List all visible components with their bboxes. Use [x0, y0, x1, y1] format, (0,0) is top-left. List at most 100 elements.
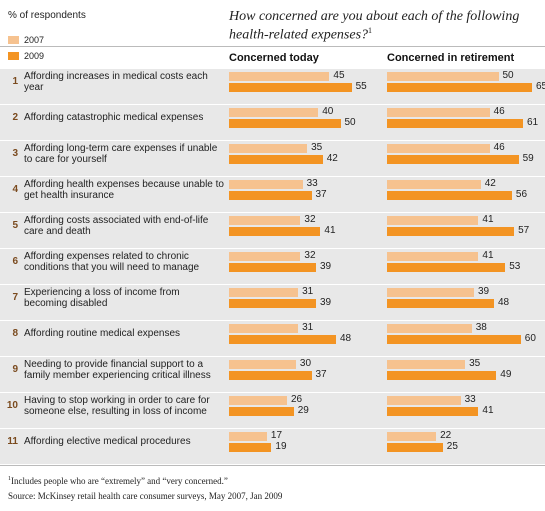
value-label-2007: 32 [304, 214, 316, 225]
value-label-2009: 48 [498, 297, 510, 308]
row-label: Affording increases in medical costs eac… [24, 71, 208, 93]
bar-2007 [387, 324, 472, 333]
bar-2009 [387, 155, 519, 164]
value-label-2007: 35 [311, 142, 323, 153]
bar-2007 [229, 360, 296, 369]
row-separator [0, 140, 545, 141]
bar-2007 [229, 252, 301, 261]
row-label: Having to stop working in order to care … [24, 395, 210, 417]
value-label-2009: 41 [482, 405, 494, 416]
bar-2009 [229, 191, 312, 200]
row-separator [0, 248, 545, 249]
bar-2007 [229, 216, 301, 225]
bar-2007 [387, 72, 499, 81]
row-number: 9 [12, 364, 18, 375]
bar-2009 [229, 227, 321, 236]
bar-2007 [229, 324, 299, 333]
bar-2009 [387, 407, 479, 416]
panel-heading-today: Concerned today [229, 52, 319, 64]
value-label-2007: 22 [440, 430, 452, 441]
value-label-2007: 50 [502, 70, 514, 81]
bar-2007 [229, 288, 299, 297]
bar-2007 [387, 432, 437, 441]
bar-2009 [229, 299, 316, 308]
legend-swatch-2007 [8, 36, 19, 44]
bar-2007 [387, 396, 461, 405]
row-separator [0, 284, 545, 285]
value-label-2009: 65 [536, 81, 545, 92]
value-label-2009: 50 [344, 117, 356, 128]
value-label-2007: 35 [469, 358, 481, 369]
row-number: 2 [12, 112, 18, 123]
chart-title-marker: 1 [368, 26, 373, 35]
bar-2007 [387, 108, 490, 117]
bar-2007 [387, 360, 465, 369]
value-label-2009: 39 [320, 261, 332, 272]
row-separator [0, 428, 545, 429]
bar-2009 [229, 407, 294, 416]
value-label-2007: 46 [493, 106, 505, 117]
row-number: 5 [12, 220, 18, 231]
row-number: 1 [12, 76, 18, 87]
row-number: 3 [12, 148, 18, 159]
value-label-2007: 41 [482, 250, 494, 261]
row-number: 10 [6, 400, 18, 411]
bar-2009 [387, 443, 443, 452]
row-separator [0, 320, 545, 321]
bar-2007 [229, 144, 307, 153]
bar-2007 [229, 108, 319, 117]
value-label-2009: 59 [522, 153, 534, 164]
footnote: 1Includes people who are “extremely” and… [8, 476, 228, 486]
value-label-2007: 26 [291, 394, 303, 405]
bar-2009 [387, 299, 494, 308]
value-label-2007: 31 [302, 286, 314, 297]
value-label-2009: 29 [297, 405, 309, 416]
row-number: 11 [7, 436, 18, 447]
row-label: Affording costs associated with end-of-l… [24, 215, 209, 237]
unit-label: % of respondents [8, 10, 86, 21]
value-label-2007: 31 [302, 322, 314, 333]
value-label-2009: 41 [324, 225, 336, 236]
bar-2007 [229, 432, 267, 441]
source-note: Source: McKinsey retail health care cons… [8, 491, 283, 501]
row-label: Affording elective medical procedures [24, 436, 191, 447]
bar-2009 [387, 191, 512, 200]
row-separator [0, 176, 545, 177]
value-label-2009: 55 [355, 81, 367, 92]
bar-2009 [229, 443, 272, 452]
bar-2007 [387, 180, 481, 189]
value-label-2007: 32 [304, 250, 316, 261]
bar-2007 [229, 396, 287, 405]
row-label: Affording health expenses because unable… [24, 179, 224, 201]
value-label-2007: 38 [475, 322, 487, 333]
row-label: Affording long-term care expenses if una… [24, 143, 218, 165]
value-label-2009: 19 [275, 441, 287, 452]
value-label-2007: 42 [484, 178, 496, 189]
row-label: Affording expenses related to chronic co… [24, 251, 200, 273]
row-number: 7 [12, 292, 18, 303]
footer-divider [0, 465, 545, 466]
bar-2009 [229, 83, 352, 92]
row-separator [0, 392, 545, 393]
panel-heading-retirement: Concerned in retirement [387, 52, 515, 64]
footnote-text: Includes people who are “extremely” and … [11, 476, 228, 486]
value-label-2007: 45 [333, 70, 345, 81]
bar-2009 [387, 83, 532, 92]
row-label: Affording routine medical expenses [24, 328, 181, 339]
value-label-2007: 17 [270, 430, 283, 441]
row-number: 8 [12, 328, 18, 339]
row-label: Experiencing a loss of income from becom… [24, 287, 180, 309]
value-label-2009: 53 [509, 261, 521, 272]
bar-2009 [229, 119, 341, 128]
row-separator [0, 104, 545, 105]
value-label-2009: 37 [315, 189, 327, 200]
row-separator [0, 464, 545, 465]
value-label-2007: 46 [493, 142, 505, 153]
bar-2007 [387, 216, 479, 225]
bar-2009 [387, 227, 515, 236]
bar-2009 [387, 263, 506, 272]
chart-title-text: How concerned are you about each of the … [229, 9, 520, 43]
value-label-2009: 25 [446, 441, 458, 452]
row-separator [0, 212, 545, 213]
value-label-2009: 37 [315, 369, 327, 380]
